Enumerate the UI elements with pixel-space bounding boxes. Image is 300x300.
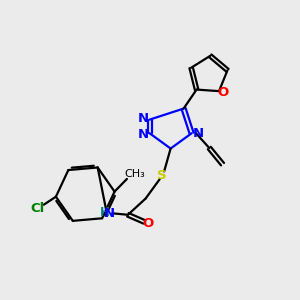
Text: N: N — [138, 128, 149, 141]
Text: O: O — [142, 217, 154, 230]
Text: CH₃: CH₃ — [124, 169, 145, 179]
Text: H: H — [99, 206, 109, 219]
Text: N: N — [138, 112, 149, 124]
Text: S: S — [157, 169, 166, 182]
Text: N: N — [104, 207, 115, 220]
Text: Cl: Cl — [30, 202, 44, 215]
Text: N: N — [193, 127, 204, 140]
Text: O: O — [218, 86, 229, 99]
